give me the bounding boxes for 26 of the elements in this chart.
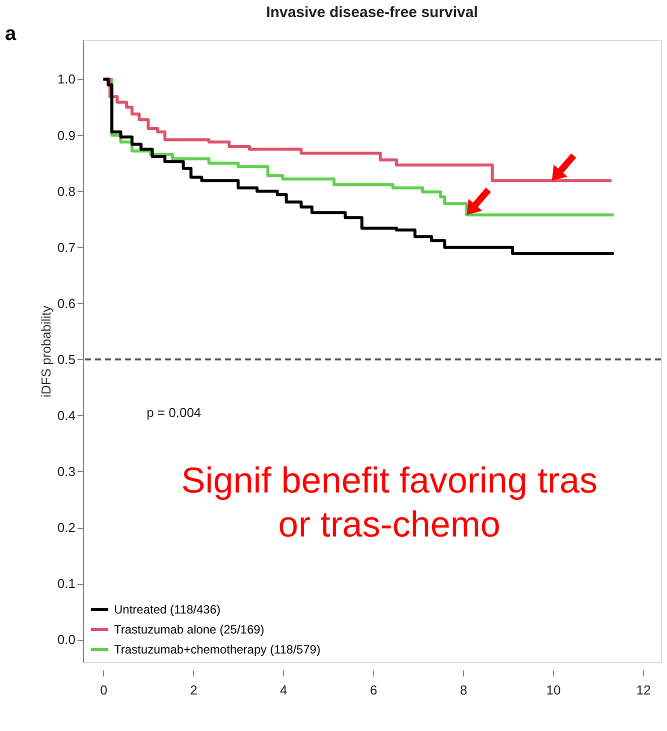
y-tick-label: 0.8 — [57, 184, 76, 199]
x-tick-label: 0 — [100, 682, 108, 698]
legend-label: Trastuzumab alone (25/169) — [114, 622, 264, 636]
y-tick-label: 0.3 — [57, 464, 76, 479]
x-tick-label: 10 — [546, 682, 561, 698]
y-tick-label: 0.2 — [57, 520, 76, 536]
annotation: Signif benefit favoring tras or tras-chemo — [181, 460, 598, 545]
y-tick-label: 0.7 — [57, 240, 76, 255]
text: a — [5, 23, 17, 45]
y-tick-label: 0.1 — [57, 576, 76, 592]
chart-title: Invasive disease-free survival — [266, 4, 478, 21]
legend-label: Untreated (118/436) — [114, 602, 221, 616]
y-tick-label: 0.9 — [57, 128, 76, 143]
x-tick-label: 2 — [190, 682, 198, 698]
legend-label: Trastuzumab+chemotherapy (118/579) — [114, 642, 320, 656]
y-tick-label: 0.5 — [57, 352, 76, 367]
y-tick-label: 0.4 — [57, 408, 76, 423]
x-tick-label: 12 — [636, 682, 651, 698]
x-tick-label: 6 — [370, 682, 378, 698]
y-tick-label: 0.6 — [57, 296, 76, 311]
annotation: p = 0.004 — [146, 405, 202, 420]
y-tick-label: 0.0 — [57, 632, 76, 648]
x-tick-label: 8 — [460, 682, 468, 698]
y-tick-label: 1.0 — [57, 72, 76, 87]
y-axis-title: iDFS probability — [38, 305, 54, 398]
x-tick-label: 4 — [280, 682, 288, 698]
